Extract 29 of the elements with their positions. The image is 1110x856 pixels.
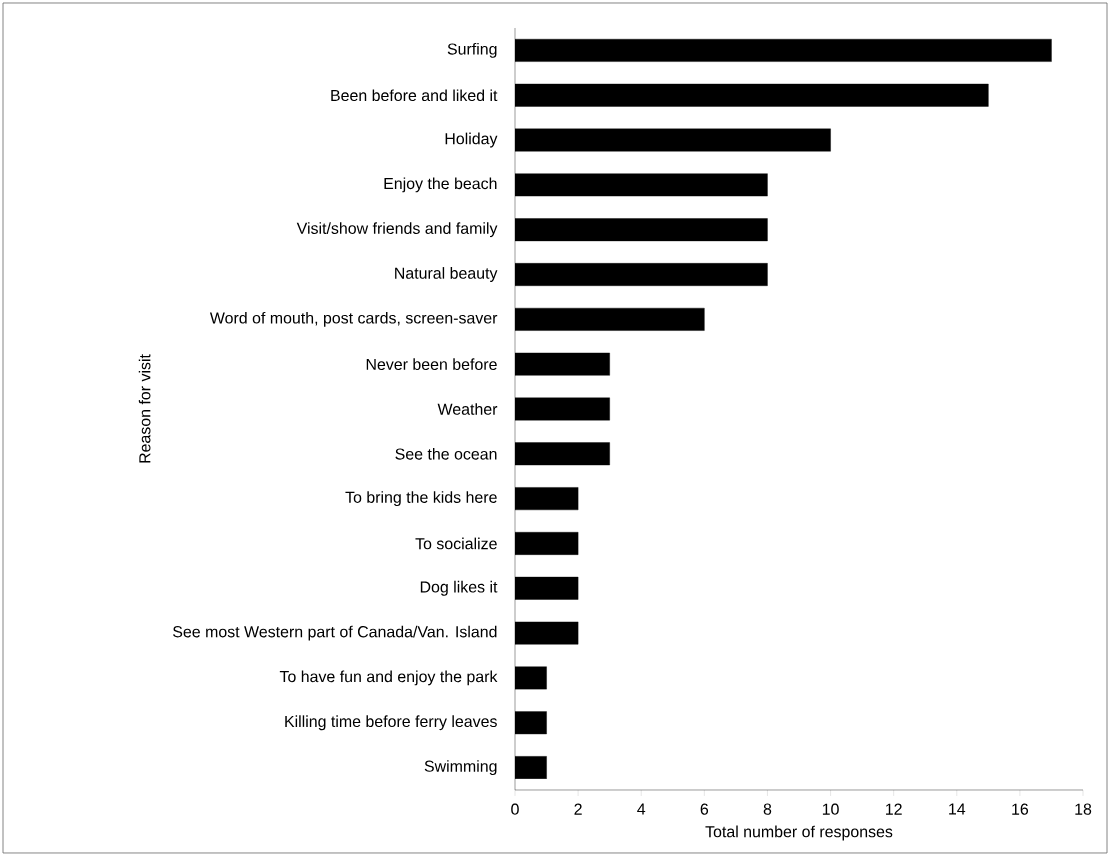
x-tick-label: 14 bbox=[949, 803, 966, 815]
y-axis-title: Reason for visit bbox=[138, 354, 151, 463]
x-tick-label: 6 bbox=[700, 803, 709, 815]
y-tick-label: Holiday bbox=[445, 132, 498, 148]
y-tick-label: See the ocean bbox=[395, 447, 497, 460]
y-tick-label: Been before and liked it bbox=[331, 89, 498, 102]
x-tick-label: 8 bbox=[763, 803, 772, 815]
y-tick-label: Surfing bbox=[447, 42, 497, 58]
y-tick-label: Word of mouth, post cards, screen-saver bbox=[209, 311, 498, 327]
y-tick-label: To socialize bbox=[415, 537, 497, 550]
y-tick-label: Swimming bbox=[424, 760, 497, 776]
y-tick-label: Dog likes it bbox=[420, 580, 498, 596]
x-axis-title: Total number of responses bbox=[705, 825, 893, 841]
x-tick-label: 12 bbox=[886, 803, 902, 815]
y-tick-label: To have fun and enjoy the park bbox=[279, 670, 498, 686]
y-tick-label: See most Western part of Canada/Van. Island bbox=[173, 625, 497, 641]
x-tick-label: 10 bbox=[822, 803, 839, 815]
y-tick-label: Killing time before ferry leaves bbox=[285, 715, 497, 731]
x-tick-label: 0 bbox=[511, 803, 519, 815]
y-tick-label: To bring the kids here bbox=[345, 491, 497, 507]
x-tick-label: 2 bbox=[574, 803, 582, 815]
x-tick-label: 16 bbox=[1012, 803, 1029, 815]
y-tick-label: Enjoy the beach bbox=[384, 177, 497, 193]
y-tick-label: Never been before bbox=[366, 358, 497, 371]
x-tick-label: 4 bbox=[637, 803, 646, 815]
x-tick-label: 18 bbox=[1075, 803, 1092, 815]
y-tick-label: Visit/show friends and family bbox=[296, 222, 498, 238]
y-tick-label: Natural beauty bbox=[395, 267, 498, 282]
y-tick-label: Weather bbox=[437, 403, 498, 415]
